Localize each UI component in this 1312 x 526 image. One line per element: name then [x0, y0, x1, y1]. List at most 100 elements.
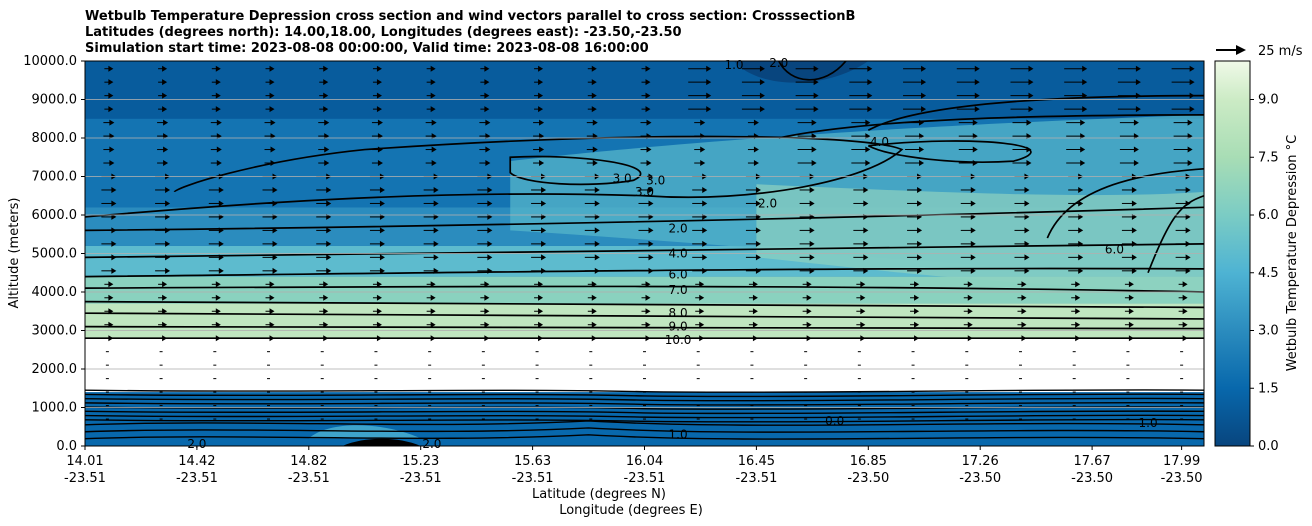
contour-band-top [734, 61, 869, 83]
wind-vector-head [863, 240, 869, 247]
wind-vector-head [215, 294, 221, 301]
x-tick-label-lon: -23.50 [959, 471, 1001, 486]
contour-line [85, 414, 1204, 419]
wind-vector-head [594, 227, 600, 234]
contour-line [85, 300, 1204, 309]
wind-vector-head [753, 119, 759, 126]
x-tick-label-lat: 17.99 [1163, 454, 1200, 469]
wind-vector-head [1128, 308, 1134, 315]
wind-vector-head [811, 160, 817, 167]
contour-label: 2.0 [187, 437, 206, 451]
wind-vector-head [914, 281, 920, 288]
wind-vector-head [379, 227, 385, 234]
wind-vector-head [921, 79, 927, 86]
wind-vector-head [484, 281, 490, 288]
wind-vector-head [1131, 240, 1137, 247]
contour-label: 9.0 [669, 320, 688, 334]
wind-vector-head [591, 92, 597, 99]
wind-vector-head [1133, 160, 1139, 167]
contour-label: 4.0 [870, 135, 889, 149]
wind-vector-head [970, 240, 976, 247]
wind-vector-head [809, 227, 815, 234]
wind-vector-head [592, 119, 598, 126]
wind-vector-head [108, 65, 114, 72]
wind-vector-head [974, 92, 980, 99]
wind-vector-head [218, 186, 224, 193]
wind-vector-head [215, 65, 221, 72]
wind-vector-head [917, 254, 923, 261]
wind-vector-head [1189, 92, 1195, 99]
wind-vector-head [1187, 146, 1193, 153]
wind-vector-head [1024, 227, 1030, 234]
contour-label: 1.0 [724, 58, 743, 72]
wind-vector-head [1185, 200, 1191, 207]
wind-vector-head [111, 186, 117, 193]
wind-vector-head [541, 200, 547, 207]
wind-vector-head [591, 281, 597, 288]
wind-vector-head [269, 308, 275, 315]
wind-vector-head [487, 240, 493, 247]
wind-vector-head [914, 308, 920, 315]
wind-vector-head [759, 106, 765, 113]
contour-line [867, 140, 1032, 163]
wind-vector-head [1024, 254, 1030, 261]
wind-vector-head [538, 65, 544, 72]
wind-vector-head [215, 92, 221, 99]
wind-vector-head [752, 308, 758, 315]
wind-vector-head [484, 92, 490, 99]
wind-vector-head [323, 321, 329, 328]
contour-label: 1.0 [1139, 416, 1158, 430]
wind-vector-head [860, 335, 866, 342]
wind-vector-head [1185, 240, 1191, 247]
wind-vector-head [1182, 321, 1188, 328]
wind-vector-head [111, 227, 117, 234]
wind-vector-head [700, 160, 706, 167]
contour-label: 6.0 [669, 268, 688, 282]
quiver-key-label: 25 m/s [1258, 44, 1303, 59]
wind-vector-head [218, 267, 224, 274]
wind-vector-head [917, 200, 923, 207]
wind-vector-head [376, 79, 382, 86]
contour-line [85, 135, 904, 218]
wind-vector-head [1133, 146, 1139, 153]
wind-vector-head [1131, 267, 1137, 274]
wind-vector-head [538, 79, 544, 86]
wind-vector-head [811, 119, 817, 126]
wind-vector-head [813, 106, 819, 113]
wind-vector-head [1078, 267, 1084, 274]
wind-vector-head [645, 308, 651, 315]
wind-vector-head [645, 335, 651, 342]
wind-vector-head [1185, 254, 1191, 261]
y-axis-label: Altitude (meters) [7, 198, 22, 309]
wind-vector-head [109, 119, 115, 126]
wind-vector-head [591, 65, 597, 72]
wind-vector-head [323, 308, 329, 315]
wind-vector-head [215, 308, 221, 315]
wind-vector-head [699, 308, 705, 315]
contour-label: 2.0 [769, 56, 788, 70]
wind-vector-head [755, 227, 761, 234]
wind-vector-head [376, 335, 382, 342]
contour-line [85, 434, 1204, 440]
wind-vector-head [699, 335, 705, 342]
wind-vector-head [755, 240, 761, 247]
y-tick-label: 7000.0 [32, 170, 78, 185]
x-tick-label-lon: -23.51 [400, 471, 442, 486]
wind-vector-head [326, 186, 332, 193]
wind-vector-head [539, 119, 545, 126]
wind-vector-head [433, 254, 439, 261]
wind-vector-head [594, 240, 600, 247]
wind-vector-head [270, 160, 276, 167]
x-tick-label-lon: -23.51 [735, 471, 777, 486]
wind-vector-head [648, 227, 654, 234]
wind-vector-head [376, 92, 382, 99]
wind-vector-head [433, 227, 439, 234]
wind-vector-head [860, 308, 866, 315]
wind-vector-head [1189, 106, 1195, 113]
wind-vector-head [1078, 186, 1084, 193]
wind-vector-head [1185, 227, 1191, 234]
wind-vector-head [376, 308, 382, 315]
wind-vector-head [648, 254, 654, 261]
wind-vector-head [216, 160, 222, 167]
wind-vector-head [1131, 227, 1137, 234]
